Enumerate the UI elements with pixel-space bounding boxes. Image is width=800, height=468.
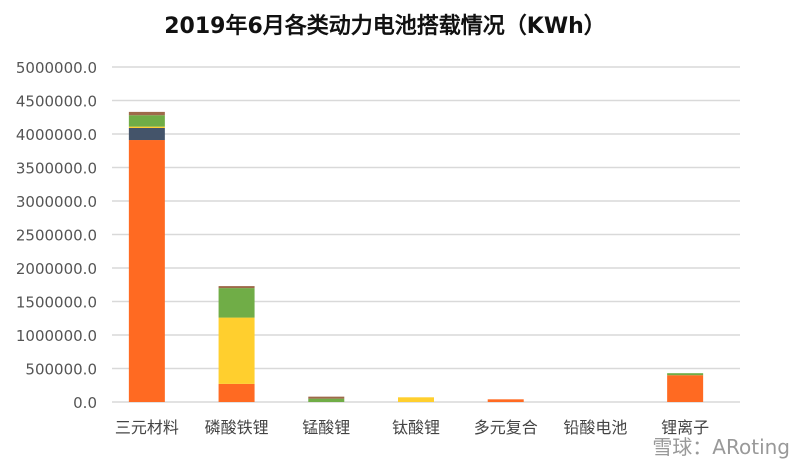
chart-title: 2019年6月各类动力电池搭载情况（KWh） [164, 14, 606, 39]
x-tick-label: 三元材料 [115, 418, 179, 437]
bar-segment [128, 127, 165, 141]
y-tick-label: 500000.0 [25, 361, 97, 379]
y-tick-label: 5000000.0 [16, 59, 97, 77]
y-tick-label: 3000000.0 [16, 193, 97, 211]
x-tick-label: 铅酸电池 [563, 418, 627, 437]
x-tick-label: 磷酸铁锂 [205, 418, 269, 437]
y-tick-label: 1500000.0 [16, 294, 97, 312]
bar-segment [308, 396, 345, 399]
bar-segment [218, 286, 255, 289]
bar-segment [398, 397, 434, 402]
y-tick-label: 4000000.0 [16, 126, 97, 144]
y-tick-label: 1000000.0 [16, 327, 97, 345]
bar-segment [218, 383, 255, 402]
y-tick-label: 3500000.0 [16, 160, 97, 178]
watermark: 雪球：ARoting [652, 435, 790, 459]
x-tick-label: 多元复合 [474, 418, 538, 437]
bar-segment [308, 398, 345, 402]
x-tick-label: 锰酸锂 [302, 418, 350, 437]
bar-segment [218, 317, 255, 384]
y-tick-label: 2500000.0 [16, 227, 97, 245]
bar-segment [667, 375, 704, 402]
x-tick-label: 钛酸锂 [392, 418, 440, 437]
bar-segment [128, 115, 165, 127]
bar-segment [128, 126, 165, 128]
y-tick-label: 0.0 [73, 394, 97, 412]
bar-segment [487, 399, 524, 402]
y-tick-label: 4500000.0 [16, 93, 97, 111]
y-tick-label: 2000000.0 [16, 260, 97, 278]
bar-segment [218, 288, 255, 318]
bar-segment [128, 111, 165, 116]
bar-segment [128, 140, 165, 402]
bar-segment [667, 373, 704, 376]
x-tick-label: 锂离子 [661, 418, 709, 437]
